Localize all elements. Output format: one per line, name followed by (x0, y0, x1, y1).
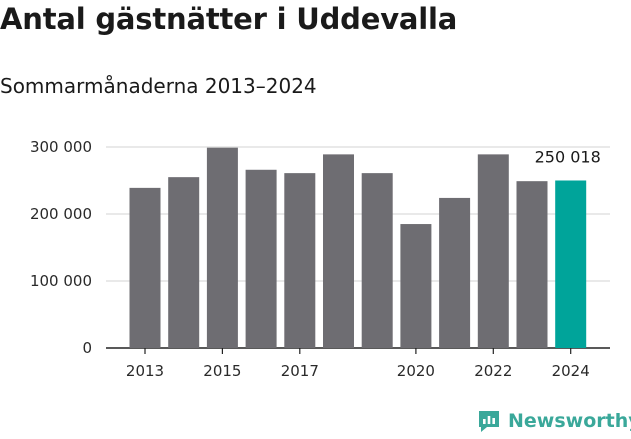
bar-2016 (245, 169, 277, 348)
bar-2020 (400, 224, 432, 348)
y-tick-label: 100 000 (30, 272, 92, 290)
data-label: 250 018 (535, 147, 601, 166)
x-tick-label: 2020 (397, 362, 435, 380)
bar-2021 (439, 197, 471, 348)
x-tick-label: 2017 (281, 362, 319, 380)
y-tick-label: 200 000 (30, 205, 92, 223)
newsworthy-logo-icon (479, 411, 499, 432)
bar-2014 (168, 177, 200, 348)
y-tick-label: 300 000 (30, 138, 92, 156)
y-tick-labels: 0 100 000 200 000 300 000 (30, 138, 92, 357)
y-tick-label: 0 (82, 339, 92, 357)
chart-title: Antal gästnätter i Uddevalla (0, 2, 458, 36)
x-tick-label: 2022 (474, 362, 512, 380)
bar-2023 (516, 181, 548, 348)
bars (129, 147, 587, 348)
newsworthy-logo: Newsworthy (476, 408, 631, 434)
bar-2024 (555, 180, 587, 348)
bar-2015 (206, 147, 238, 348)
x-tick-label: 2013 (126, 362, 164, 380)
bar-2019 (361, 173, 393, 348)
x-tick-label: 2015 (203, 362, 241, 380)
brand-name: Newsworthy (508, 410, 631, 432)
bar-2017 (284, 173, 316, 348)
x-tick-label: 2024 (552, 362, 590, 380)
bar-2013 (129, 187, 161, 348)
bar-2022 (477, 154, 509, 348)
data-labels: 250 018 (535, 147, 601, 166)
x-tick-labels: 2013 2015 2017 2020 2022 2024 (126, 348, 590, 380)
bar-2018 (323, 154, 354, 348)
chart-subtitle: Sommarmånaderna 2013–2024 (0, 74, 317, 98)
